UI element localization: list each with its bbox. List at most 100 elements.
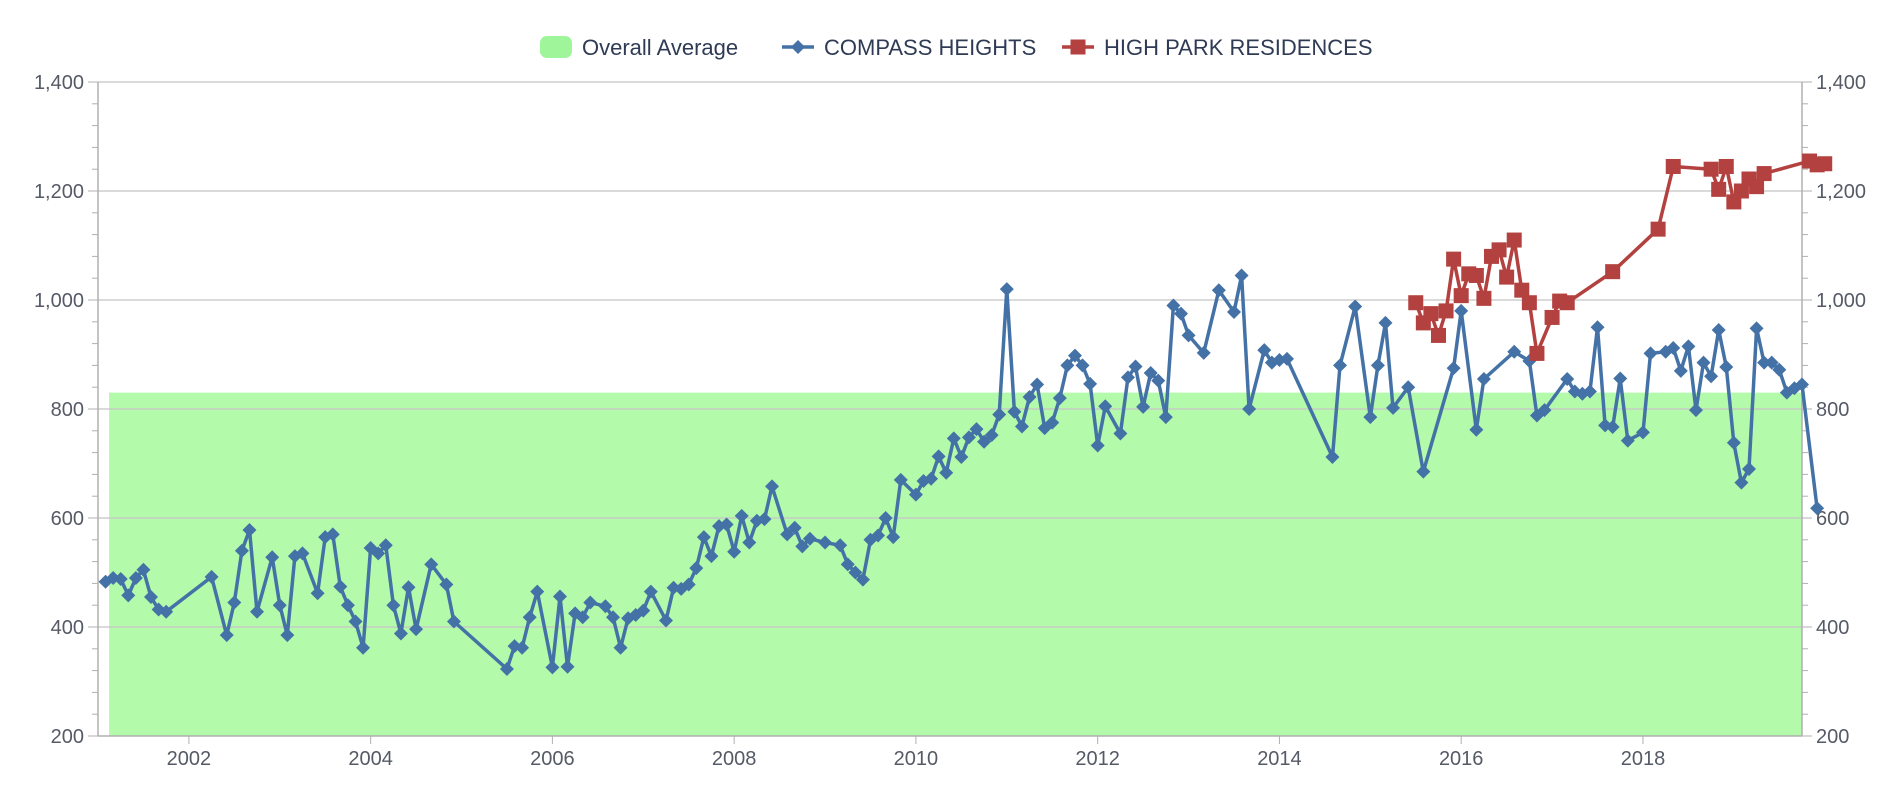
compass-heights-point [719, 517, 734, 532]
y-tick-label-left: 800 [51, 399, 84, 421]
high-park-residences-point [1521, 295, 1537, 311]
compass-heights-point [310, 586, 325, 601]
compass-heights-point [1795, 377, 1809, 392]
x-tick-label: 2010 [894, 748, 939, 770]
compass-heights-point [1764, 355, 1779, 370]
compass-heights-point [1643, 346, 1658, 361]
compass-heights-point [552, 589, 567, 604]
x-tick-label: 2012 [1075, 748, 1120, 770]
compass-heights-point [961, 430, 976, 445]
compass-heights-point [727, 544, 742, 559]
compass-heights-point [356, 640, 371, 655]
compass-heights-point [871, 528, 886, 543]
compass-heights-point [234, 543, 249, 558]
high-park-residences-point [1733, 183, 1749, 199]
compass-heights-point [439, 577, 454, 592]
compass-heights-point [1757, 355, 1772, 370]
compass-heights-point [1151, 373, 1166, 388]
y-tick-label-left: 200 [51, 726, 84, 748]
compass-heights-point [1666, 340, 1681, 355]
compass-heights-point [924, 471, 939, 486]
compass-heights-point [765, 479, 780, 494]
compass-heights-point [840, 557, 855, 572]
compass-heights-point [1378, 315, 1393, 330]
compass-heights-point [1613, 371, 1628, 386]
compass-heights-point [1166, 298, 1181, 313]
compass-heights-point [1143, 366, 1158, 381]
compass-heights-point [144, 590, 159, 605]
compass-heights-point [1605, 419, 1620, 434]
compass-heights-point [219, 628, 234, 643]
compass-heights-point [1772, 362, 1787, 377]
compass-heights-point [393, 626, 408, 641]
compass-heights-point [1045, 415, 1060, 430]
high-park-residences-point [1711, 181, 1727, 197]
high-park-residences-point [1665, 158, 1681, 174]
compass-heights-point [939, 465, 954, 480]
compass-heights-point [1333, 358, 1348, 373]
compass-heights-point [908, 487, 923, 502]
y-tick-label-right: 400 [1816, 617, 1849, 639]
legend-label-high-park-residences[interactable]: HIGH PARK RESIDENCES [1104, 35, 1373, 60]
compass-heights-point [1242, 402, 1257, 416]
high-park-residences-point [1423, 306, 1439, 322]
compass-heights-point [1560, 372, 1575, 387]
compass-heights-point [742, 535, 757, 550]
compass-heights-point [333, 579, 348, 594]
compass-heights-point [1128, 359, 1143, 374]
compass-heights-point [1196, 345, 1211, 360]
compass-heights-point [1582, 384, 1597, 399]
compass-heights-point [848, 565, 863, 580]
y-tick-label-right: 1,000 [1816, 290, 1866, 312]
high-park-residences-point [1408, 295, 1424, 311]
compass-heights-point [855, 572, 870, 587]
compass-heights-point [689, 561, 704, 576]
compass-heights-point [984, 428, 999, 443]
compass-heights-point [1704, 369, 1719, 384]
legend-marker-compass-heights [791, 40, 805, 54]
high-park-residences-point [1529, 345, 1545, 361]
x-tick-label: 2004 [348, 748, 393, 770]
y-tick-label-left: 1,000 [34, 290, 84, 312]
compass-heights-point [280, 628, 295, 643]
legend-label-overall-average[interactable]: Overall Average [582, 35, 738, 60]
compass-heights-point [1537, 403, 1552, 418]
compass-heights-point [409, 622, 424, 637]
compass-heights-point [787, 520, 802, 535]
compass-heights-point [575, 610, 590, 625]
high-park-residences-point [1491, 242, 1507, 258]
compass-heights-point [250, 604, 265, 619]
compass-heights-point [325, 527, 340, 542]
compass-heights-point [1620, 433, 1635, 448]
x-tick-label: 2014 [1257, 748, 1302, 770]
compass-heights-point [1749, 321, 1764, 336]
high-park-residences-point [1605, 264, 1621, 280]
compass-heights-point [1635, 425, 1650, 440]
compass-heights-point [1098, 399, 1113, 414]
compass-heights-point [522, 610, 537, 625]
compass-heights-point [1386, 400, 1401, 415]
high-park-residences-point [1514, 282, 1530, 298]
compass-heights-point [999, 282, 1014, 297]
high-park-residences-point [1559, 295, 1575, 311]
compass-heights-point [613, 640, 628, 655]
y-tick-label-right: 800 [1816, 399, 1849, 421]
compass-heights-point [659, 613, 673, 628]
overall-average-area [109, 392, 1803, 736]
compass-heights-point [893, 472, 908, 487]
compass-heights-point [1348, 299, 1363, 314]
compass-heights-point [499, 661, 514, 676]
high-park-residences-point [1703, 161, 1719, 177]
compass-heights-point [1726, 435, 1741, 450]
compass-heights-point [1136, 399, 1151, 414]
compass-heights-point [242, 522, 257, 537]
high-park-residences-point [1756, 166, 1772, 182]
compass-heights-point [1120, 370, 1135, 385]
high-park-residences-point [1430, 327, 1446, 343]
compass-heights-point [605, 610, 620, 625]
compass-heights-point [1681, 339, 1696, 354]
legend-label-compass-heights[interactable]: COMPASS HEIGHTS [824, 35, 1036, 60]
compass-heights-point [818, 535, 833, 550]
